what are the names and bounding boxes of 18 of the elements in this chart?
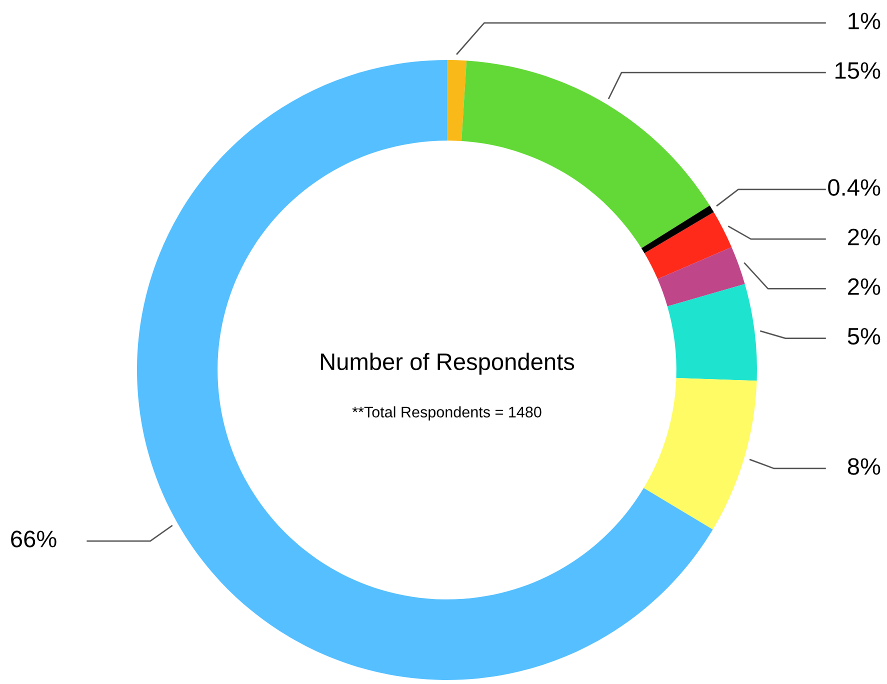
text: Number of Respondents (320, 352, 574, 375)
donut-slice (667, 284, 757, 381)
data-label: 2% (848, 228, 880, 246)
donut-slice (658, 247, 745, 306)
data-label: 2% (848, 278, 880, 295)
text: **Total Respondents = 1480 (352, 406, 542, 421)
donut-slice (644, 212, 732, 280)
data-label: 1% (848, 12, 880, 30)
donut-slice (461, 60, 710, 248)
data-label: 0.4% (828, 179, 880, 196)
donut-slice (644, 378, 757, 530)
data-label: 5% (848, 328, 880, 345)
donut-slice (447, 60, 467, 142)
data-label: 66% (11, 530, 56, 548)
donut-slice (641, 205, 714, 254)
data-label: 15% (836, 62, 880, 79)
donut-slice (137, 60, 713, 680)
data-label: 8% (848, 458, 880, 475)
